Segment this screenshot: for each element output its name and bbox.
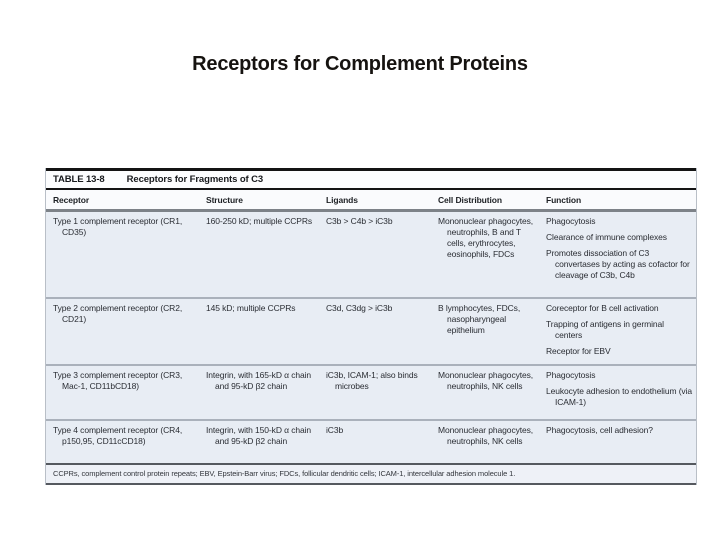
cell-structure: 160-250 kD; multiple CCPRs — [206, 216, 313, 226]
table-column-headers: Receptor Structure Ligands Cell Distribu… — [46, 190, 696, 212]
cell-distribution: Mononuclear phagocytes, neutrophils, NK … — [438, 425, 534, 446]
table-title-bar: TABLE 13-8 Receptors for Fragments of C3 — [46, 168, 696, 190]
cell-ligands: iC3b — [326, 425, 344, 435]
cell-receptor: Type 3 complement receptor (CR3, Mac-1, … — [53, 370, 183, 391]
cell-receptor: Type 4 complement receptor (CR4, p150,95… — [53, 425, 183, 446]
cell-function: Phagocytosis Leukocyte adhesion to endoth… — [546, 370, 692, 407]
cell-structure: 145 kD; multiple CCPRs — [206, 303, 296, 313]
cell-distribution: B lymphocytes, FDCs, nasopharyngeal epit… — [438, 303, 521, 335]
cell-function: Coreceptor for B cell activation Trapping… — [546, 303, 664, 356]
cell-distribution: Mononuclear phagocytes, neutrophils, NK … — [438, 370, 534, 391]
table-row-cr4: Type 4 complement receptor (CR4, p150,95… — [46, 421, 696, 463]
column-header-receptor: Receptor — [53, 195, 90, 205]
table-label: TABLE 13-8 — [53, 174, 105, 185]
table-row-cr3: Type 3 complement receptor (CR3, Mac-1, … — [46, 366, 696, 421]
table-footnote: CCPRs, complement control protein repeat… — [46, 463, 696, 485]
column-header-function: Function — [546, 195, 582, 205]
table-title: Receptors for Fragments of C3 — [126, 174, 264, 185]
cell-structure: Integrin, with 165-kD α chain and 95-kD … — [206, 370, 312, 391]
table-body: Type 1 complement receptor (CR1, CD35) 1… — [46, 212, 696, 463]
page-title: Receptors for Complement Proteins — [192, 53, 528, 75]
cell-receptor: Type 1 complement receptor (CR1, CD35) — [53, 216, 183, 237]
table-row-cr1: Type 1 complement receptor (CR1, CD35) 1… — [46, 212, 696, 299]
complement-receptors-table: TABLE 13-8 Receptors for Fragments of C3… — [45, 168, 697, 485]
cell-ligands: C3d, C3dg > iC3b — [326, 303, 393, 313]
cell-distribution: Mononuclear phagocytes, neutrophils, B a… — [438, 216, 534, 259]
cell-receptor: Type 2 complement receptor (CR2, CD21) — [53, 303, 183, 324]
cell-function: Phagocytosis Clearance of immune complexe… — [546, 216, 690, 280]
cell-ligands: C3b > C4b > iC3b — [326, 216, 393, 226]
column-header-cell-distribution: Cell Distribution — [438, 195, 502, 205]
cell-structure: Integrin, with 150-kD α chain and 95-kD … — [206, 425, 312, 446]
cell-function: Phagocytosis, cell adhesion? — [546, 425, 653, 435]
column-header-ligands: Ligands — [326, 195, 358, 205]
column-header-structure: Structure — [206, 195, 243, 205]
cell-ligands: iC3b, ICAM-1; also binds microbes — [326, 370, 418, 391]
table-row-cr2: Type 2 complement receptor (CR2, CD21) 1… — [46, 299, 696, 366]
